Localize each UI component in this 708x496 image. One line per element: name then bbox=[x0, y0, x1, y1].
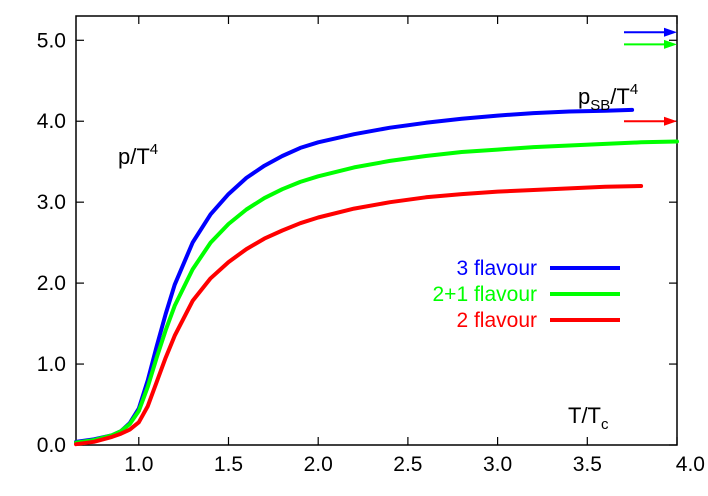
y-tick-label: 2.0 bbox=[37, 272, 66, 295]
y-tick-label: 1.0 bbox=[37, 353, 66, 376]
sb-arrow-layer bbox=[624, 27, 677, 126]
x-tick-label: 3.0 bbox=[483, 453, 512, 476]
sb-limit-label: pSB/T4 bbox=[578, 81, 638, 114]
plot-frame bbox=[75, 15, 678, 446]
x-tick-label: 1.0 bbox=[124, 453, 153, 476]
tick-layer: 1.0 1.5 2.0 2.5 3.0 3.5 4.0 0.0 1.0 2.0 3.0 4.0 5.0 bbox=[37, 16, 705, 476]
sb-arrow-head bbox=[664, 39, 677, 49]
legend-label: 2+1 flavour bbox=[433, 283, 538, 306]
legend-label: 2 flavour bbox=[456, 309, 537, 332]
sb-arrow-head bbox=[664, 27, 677, 37]
legend-label: 3 flavour bbox=[456, 257, 537, 280]
series-line bbox=[74, 184, 644, 447]
y-axis-label: p/T4 bbox=[118, 141, 158, 169]
x-tick-label: 4.0 bbox=[676, 453, 705, 476]
x-tick-label: 3.5 bbox=[573, 453, 602, 476]
x-axis-label: T/Tc bbox=[568, 403, 609, 433]
y-tick-label: 3.0 bbox=[37, 191, 66, 214]
y-tick-label: 0.0 bbox=[37, 434, 66, 457]
x-tick-label: 2.0 bbox=[304, 453, 333, 476]
y-tick-label: 5.0 bbox=[37, 29, 66, 52]
x-tick-label: 2.5 bbox=[393, 453, 422, 476]
sb-arrow-head bbox=[664, 116, 677, 126]
legend: 3 flavour 2+1 flavour 2 flavour bbox=[433, 257, 620, 332]
series-line bbox=[74, 107, 635, 444]
x-tick-label: 1.5 bbox=[214, 453, 243, 476]
series-layer bbox=[74, 107, 679, 447]
series-line bbox=[74, 139, 679, 445]
y-tick-label: 4.0 bbox=[37, 110, 66, 133]
